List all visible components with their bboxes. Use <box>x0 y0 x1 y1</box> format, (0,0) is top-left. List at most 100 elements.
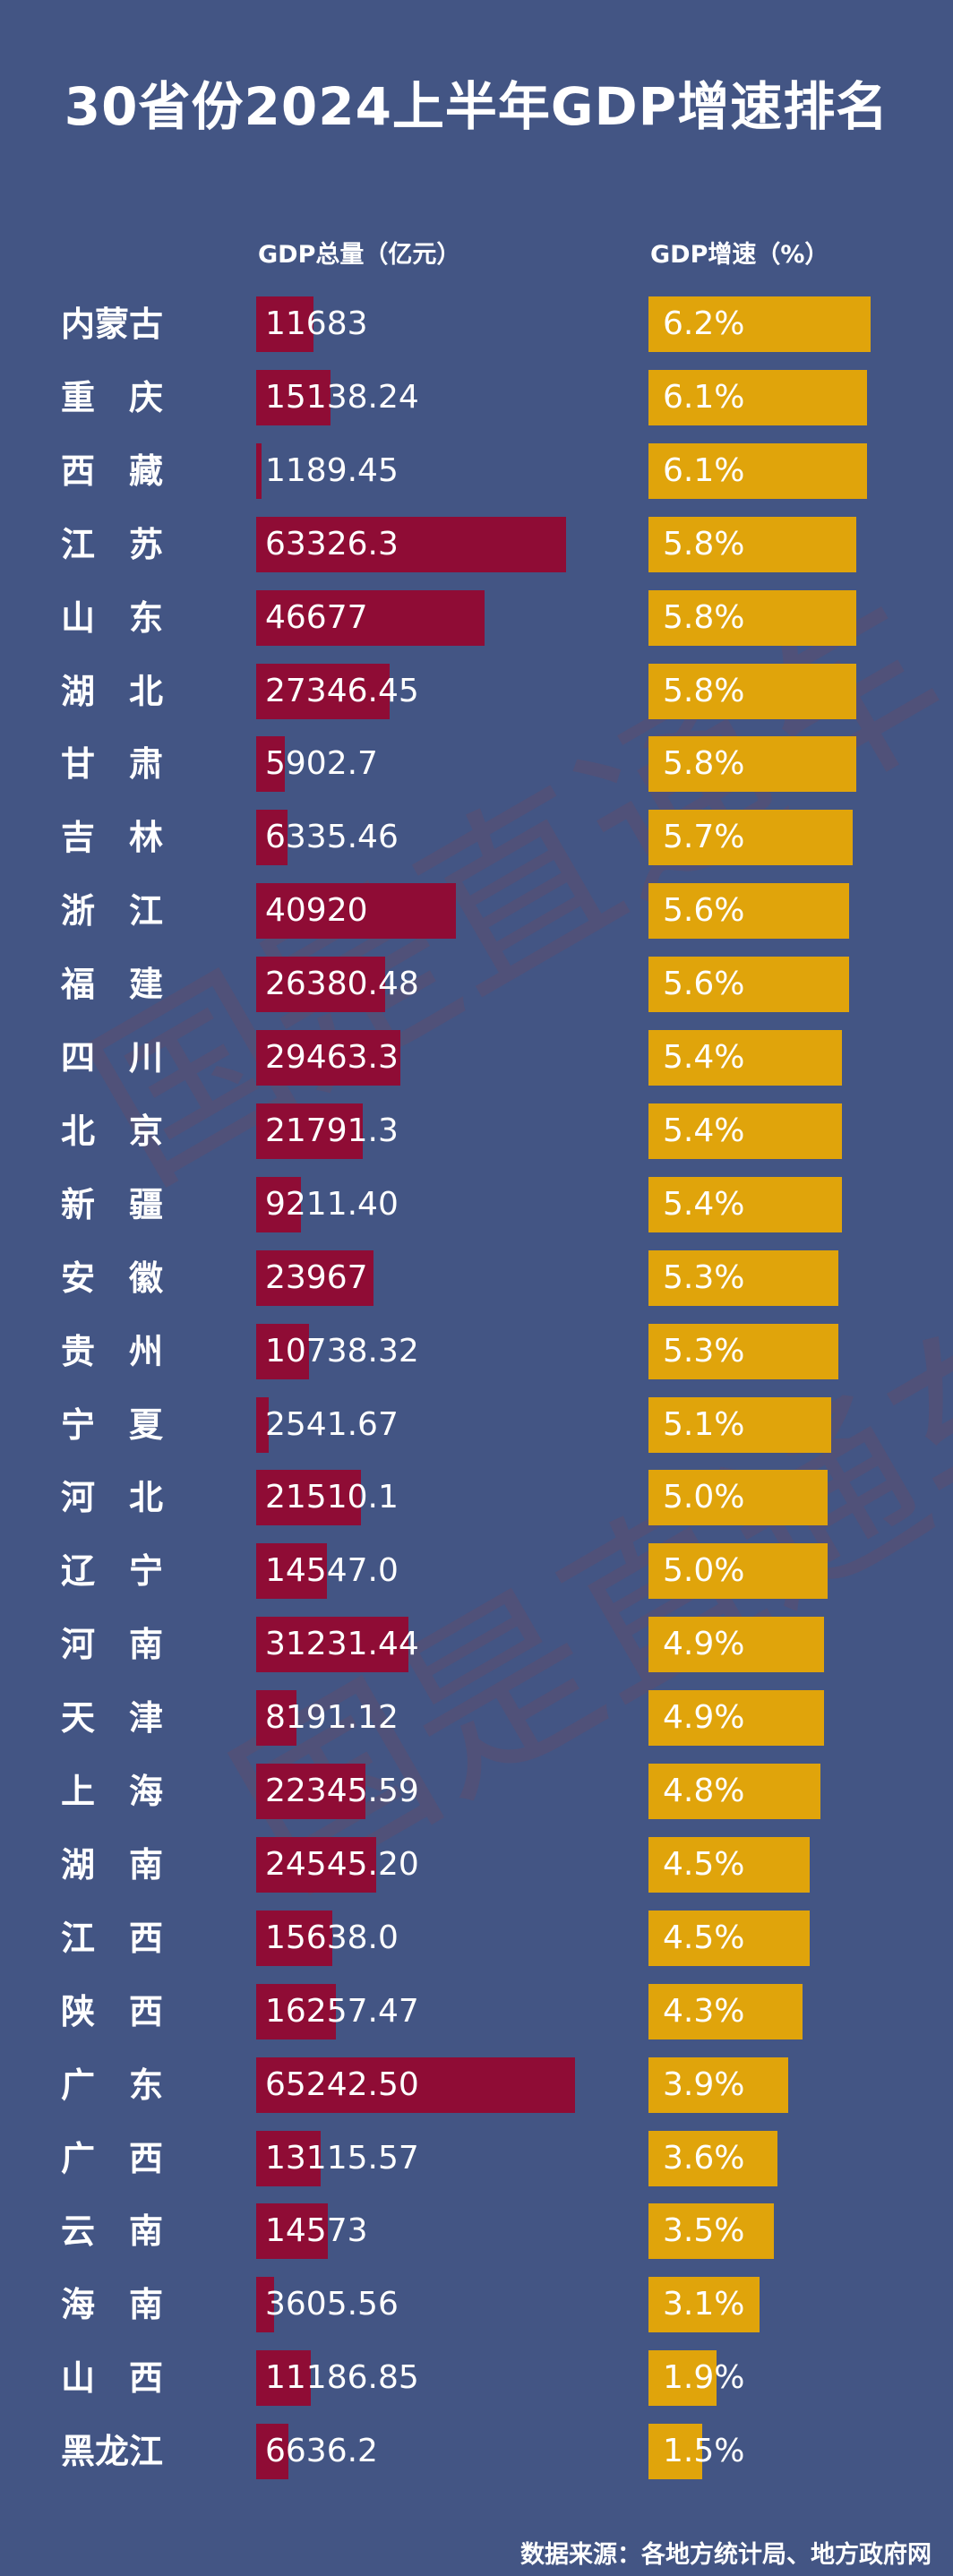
chart-title: 30省份2024上半年GDP增速排名 <box>64 76 889 137</box>
gdp-bar <box>256 883 457 940</box>
growth-column-header: GDP增速（%） <box>650 241 829 269</box>
chart-row: 贵 州 10738.32 5.3% <box>0 1323 953 1379</box>
chart-row: 浙 江 40920 5.6% <box>0 883 953 940</box>
growth-value-label: 6.1% <box>663 378 745 416</box>
growth-bar <box>648 1249 838 1306</box>
growth-bar <box>648 516 856 572</box>
growth-value-label: 3.9% <box>663 2065 745 2103</box>
growth-bar <box>648 1396 831 1453</box>
growth-bar <box>648 957 849 1013</box>
growth-value-label: 5.4% <box>663 1112 745 1149</box>
province-label: 河 南 <box>61 1624 164 1665</box>
growth-bar <box>648 2424 702 2480</box>
chart-row: 广 西 13115.57 3.6% <box>0 2130 953 2186</box>
gdp-value-label: 46677 <box>265 598 368 636</box>
growth-bar <box>648 1836 810 1893</box>
gdp-value-label: 9211.40 <box>265 1185 399 1223</box>
gdp-value-label: 29463.3 <box>265 1039 399 1076</box>
province-label: 甘 肃 <box>61 743 164 785</box>
gdp-value-label: 6335.46 <box>265 819 399 856</box>
gdp-value-label: 22345.59 <box>265 1773 419 1809</box>
gdp-value-label: 14573 <box>265 2212 368 2250</box>
growth-value-label: 6.2% <box>663 305 745 342</box>
province-label: 宁 夏 <box>61 1404 164 1445</box>
gdp-value-label: 15638.0 <box>265 1919 399 1956</box>
growth-bar <box>648 369 867 425</box>
gdp-bar <box>256 736 286 793</box>
gdp-bar <box>256 2424 289 2480</box>
chart-row: 湖 北 27346.45 5.8% <box>0 663 953 719</box>
gdp-value-label: 24545.20 <box>265 1845 419 1883</box>
gdp-bar <box>256 2057 575 2113</box>
province-label: 贵 州 <box>61 1330 164 1371</box>
growth-bar <box>648 1176 842 1232</box>
gdp-value-label: 26380.48 <box>265 966 419 1003</box>
growth-value-label: 1.9% <box>663 2359 745 2397</box>
province-label: 浙 江 <box>61 890 164 932</box>
growth-value-label: 5.0% <box>663 1552 745 1590</box>
chart-row: 新 疆 9211.40 5.4% <box>0 1176 953 1232</box>
gdp-value-label: 63326.3 <box>265 525 399 562</box>
province-label: 西 藏 <box>61 450 164 491</box>
chart-row: 海 南 3605.56 3.1% <box>0 2277 953 2333</box>
growth-bar <box>648 2203 774 2260</box>
growth-value-label: 5.6% <box>663 966 745 1003</box>
province-label: 湖 南 <box>61 1843 164 1885</box>
growth-bar <box>648 2057 788 2113</box>
province-label: 河 北 <box>61 1477 164 1518</box>
gdp-bar <box>256 2130 321 2186</box>
growth-bar <box>648 810 853 866</box>
growth-value-label: 5.0% <box>663 1479 745 1516</box>
gdp-value-label: 6636.2 <box>265 2433 378 2470</box>
province-label: 广 西 <box>61 2137 164 2178</box>
gdp-value-label: 21510.1 <box>265 1479 399 1516</box>
gdp-value-label: 14547.0 <box>265 1552 399 1590</box>
growth-value-label: 5.8% <box>663 672 745 709</box>
growth-value-label: 5.8% <box>663 598 745 636</box>
gdp-bar <box>256 1176 302 1232</box>
growth-bar <box>648 2277 760 2333</box>
gdp-value-label: 8191.12 <box>265 1699 399 1737</box>
growth-bar <box>648 1910 810 1966</box>
gdp-value-label: 10738.32 <box>265 1332 419 1370</box>
gdp-value-label: 31231.44 <box>265 1626 419 1663</box>
province-label: 山 东 <box>61 597 164 638</box>
growth-bar <box>648 883 849 940</box>
gdp-value-label: 1189.45 <box>265 451 399 489</box>
growth-value-label: 5.6% <box>663 892 745 930</box>
growth-bar <box>648 1030 842 1086</box>
gdp-bar <box>256 589 485 646</box>
gdp-bar <box>256 1249 373 1306</box>
gdp-bar <box>256 1103 363 1159</box>
chart-row: 福 建 26380.48 5.6% <box>0 957 953 1013</box>
gdp-bar <box>256 1764 365 1819</box>
gdp-value-label: 21791.3 <box>265 1112 399 1149</box>
province-label: 天 津 <box>61 1697 164 1739</box>
gdp-value-label: 13115.57 <box>265 2139 419 2177</box>
gdp-bar <box>256 663 391 719</box>
province-label: 山 西 <box>61 2357 164 2399</box>
gdp-value-label: 23967 <box>265 1258 368 1296</box>
growth-bar <box>648 1470 828 1526</box>
province-label: 重 庆 <box>61 376 164 417</box>
gdp-bar <box>256 516 566 572</box>
gdp-bar <box>256 1470 362 1526</box>
growth-value-label: 5.3% <box>663 1332 745 1370</box>
province-label: 吉 林 <box>61 817 164 858</box>
growth-value-label: 4.9% <box>663 1626 745 1663</box>
gdp-bar <box>256 442 262 499</box>
growth-bar <box>648 2130 777 2186</box>
chart-row: 河 南 31231.44 4.9% <box>0 1617 953 1673</box>
growth-value-label: 5.3% <box>663 1258 745 1296</box>
province-label: 上 海 <box>61 1771 164 1811</box>
chart-row: 云 南 14573 3.5% <box>0 2203 953 2260</box>
gdp-bar <box>256 1396 269 1453</box>
growth-value-label: 4.5% <box>663 1845 745 1883</box>
growth-bar <box>648 1543 828 1600</box>
province-label: 江 苏 <box>61 523 164 564</box>
gdp-bar <box>256 1323 309 1379</box>
chart-row: 安 徽 23967 5.3% <box>0 1249 953 1306</box>
growth-value-label: 5.4% <box>663 1185 745 1223</box>
growth-value-label: 5.8% <box>663 525 745 562</box>
